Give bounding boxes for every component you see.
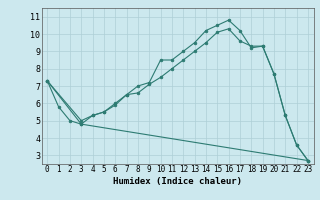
X-axis label: Humidex (Indice chaleur): Humidex (Indice chaleur): [113, 177, 242, 186]
